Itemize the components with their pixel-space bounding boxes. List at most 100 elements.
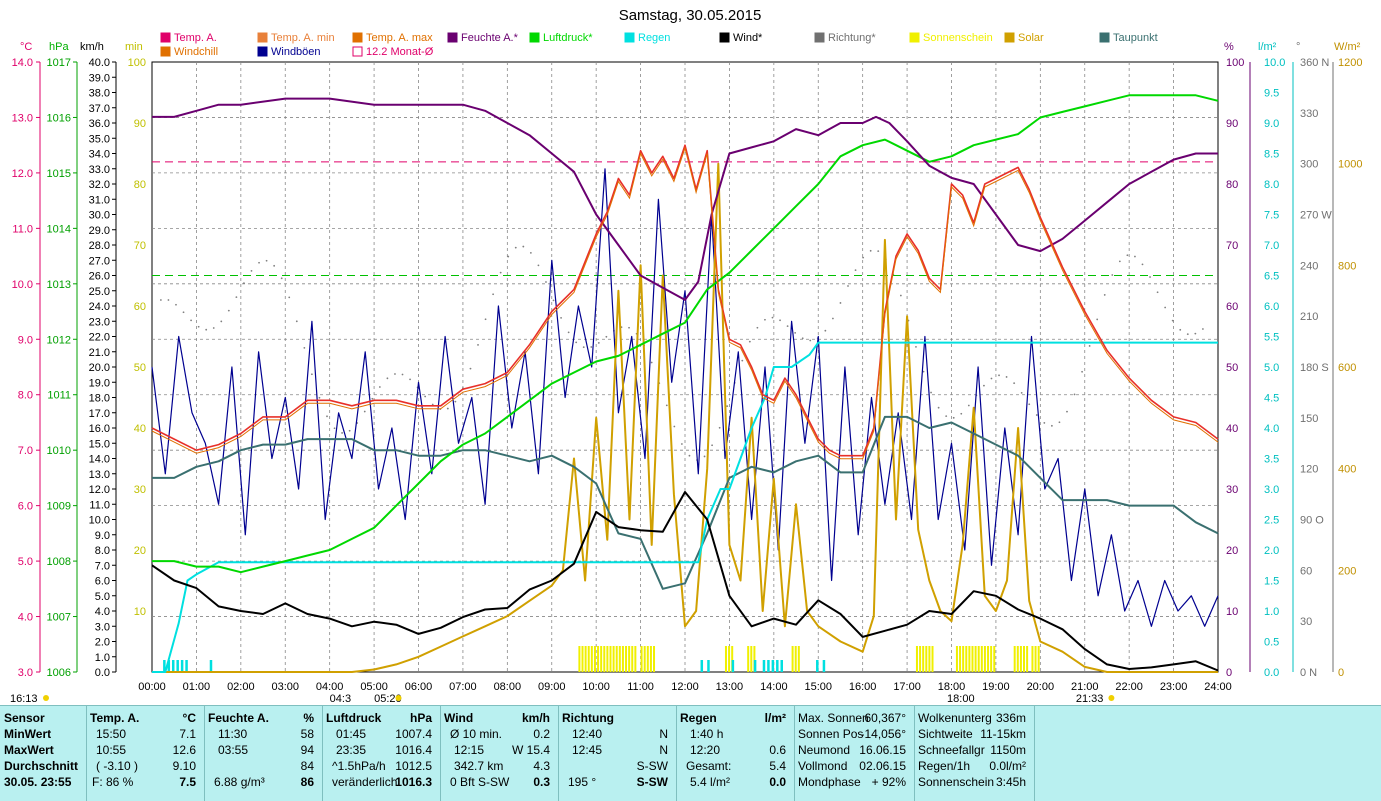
stats-temp-current: 7.5 [179,775,196,789]
axis-tick-label: 80 [1226,179,1238,191]
axis-tick-label: 10 [134,606,146,618]
direction-dot [1073,393,1076,396]
axis-tick-label: 20 [134,545,146,557]
axis-unit-label: ° [1296,41,1300,53]
stats-dir-degree: 195 ° [568,775,597,789]
axis-tick-label: 40 [134,423,146,435]
direction-dot [877,250,880,253]
stats-misc-snowline-label: Schneefallgr [918,743,985,757]
stats-rain-unit: l/m² [764,711,786,725]
direction-dot [326,415,328,418]
axis-tick-label: 3.0 [18,667,33,679]
sunshine-bar [587,646,590,672]
axis-tick-label: 270 W [1300,210,1332,222]
direction-dot [1050,424,1053,427]
direction-dot [514,246,517,249]
axis-tick-label: 5.0 [95,591,110,603]
stats-misc-rainrate-label: Regen/1h [918,759,971,773]
direction-dot [484,318,487,321]
left-axes: 3.0 4.0 5.0 6.0 7.0 8.0 9.0 10.0 11.0 12.0 13.0 14.… [12,57,146,679]
stats-temp-min: 7.1 [179,727,196,741]
direction-dot [688,454,691,457]
axis-tick-label: 180 S [1300,362,1329,374]
axis-tick-label: 39.0 [89,72,110,84]
series-line-feuchte-a- [152,97,1218,301]
axis-tick-label: 3.0 [1264,484,1279,496]
direction-dot [424,395,427,398]
sunshine-bar [581,646,584,672]
legend-label: Regen [638,32,670,44]
direction-dot [205,328,208,331]
sunshine-bar [1013,646,1016,672]
direction-dot [779,319,781,322]
sunshine-bar [1019,646,1022,672]
axis-tick-label: 2.0 [95,637,110,649]
direction-dot [265,259,268,262]
rain-bar [163,660,166,672]
axis-unit-label: hPa [49,41,69,53]
sunshine-bar [609,646,612,672]
direction-dot [235,296,238,299]
direction-dot [824,329,827,332]
axis-tick-label: 150 [1300,413,1318,425]
direction-dot [227,309,230,312]
direction-dot [311,373,313,376]
axis-unit-label: °C [20,41,32,53]
sunshine-bar [649,646,652,672]
x-tick-label: 08:00 [494,681,522,693]
sunshine-bar [747,646,750,672]
stats-hum-head: Feuchte A. [208,711,269,725]
sunshine-bar [965,646,968,672]
axis-tick-label: 4.0 [1264,423,1279,435]
x-tick-label: 12:00 [671,681,699,693]
marker-moon: 18:00 [947,693,975,705]
axis-tick-label: 1008 [47,556,71,568]
sunshine-bar [922,646,925,672]
x-tick-label: 24:00 [1204,681,1232,693]
stats-astro-phase: + 92% [871,775,906,789]
axis-tick-label: 1017 [47,57,71,69]
axis-tick-label: 1016 [47,112,71,124]
stats-dir-min: N [659,727,668,741]
axis-tick-label: 30 [134,484,146,496]
sunshine-bar [962,646,965,672]
stats-temp-max: 12.6 [172,743,196,757]
stats-temp-unit: °C [182,711,196,725]
axis-tick-label: 1010 [47,445,71,457]
stats-wind-unit: km/h [521,711,550,725]
stats-hum-unit: % [303,711,314,725]
sunshine-bar [643,646,646,672]
stats-durchschnitt-label: Durchschnitt [4,759,79,773]
axis-tick-label: 1013 [47,279,71,291]
direction-dot [990,377,993,380]
direction-dot [363,410,366,413]
direction-dot [529,252,532,254]
axis-tick-label: 32.0 [89,179,110,191]
stats-temp-max-time: 10:55 [96,743,127,757]
marker-left-time: 16:13 [10,693,38,705]
sunshine-bar [987,646,990,672]
legend-label: Temp. A. min [271,32,335,44]
x-axis: 00:00 01:00 02:00 03:00 04:00 05:00 06:00 07:00… [138,681,1232,693]
stats-wind-bft: 0 Bft S-SW [450,775,510,789]
axis-tick-label: 1012 [47,334,71,346]
direction-dot [1088,345,1091,347]
legend-swatch [719,32,730,43]
stats-wind-avg-label: Ø 10 min. [450,727,503,741]
axis-unit-label: km/h [80,41,104,53]
axis-tick-label: 4.5 [1264,393,1279,405]
rain-bar [776,660,779,672]
stats-rain-current: 0.0 [769,775,786,789]
stats-hum-col: Feuchte A.% 11:30 58 03:55 94 84 6.88 g/m³… [204,706,323,801]
axis-tick-label: 37.0 [89,103,110,115]
x-tick-label: 10:00 [582,681,610,693]
legend-swatch [529,32,540,43]
direction-dot [1066,410,1068,413]
rain-bar [180,660,184,672]
axis-tick-label: 8.0 [18,390,33,402]
direction-dot [409,378,411,381]
axis-tick-label: 70 [1226,240,1238,252]
stats-press-unit: hPa [409,711,432,725]
axis-tick-label: 4.0 [18,612,33,624]
direction-dot [1186,333,1189,336]
